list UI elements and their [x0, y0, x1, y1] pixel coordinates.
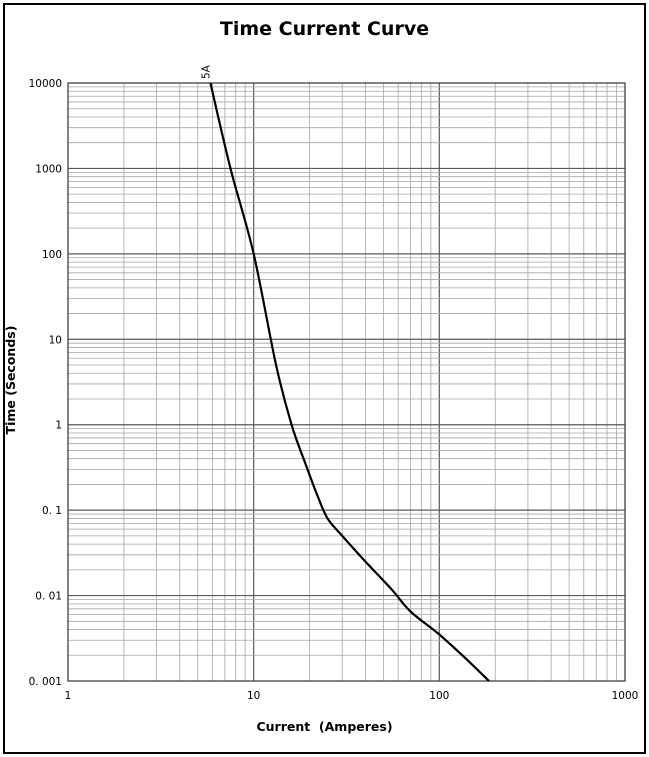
y-tick-label: 1000: [35, 163, 62, 175]
y-tick-label: 100: [42, 249, 62, 261]
x-tick-label: 1000: [612, 690, 639, 702]
chart-axes: [67, 82, 626, 682]
chart-grid: [68, 83, 625, 681]
y-tick-label: 10000: [29, 78, 62, 90]
y-tick-label: 0. 1: [42, 505, 62, 517]
series-group: 5A: [200, 64, 490, 682]
y-tick-label: 10: [49, 334, 62, 346]
y-tick-label: 0. 001: [29, 676, 62, 688]
tick-labels: 1 10 100 1000 0. 001 0. 01 0. 1 1 10 100 1000 10000: [29, 78, 639, 702]
x-axis-label: Current (Amperes): [256, 719, 393, 734]
chart-title: Time Current Curve: [219, 18, 430, 40]
plot-border: [67, 82, 626, 682]
x-tick-label: 100: [429, 690, 449, 702]
y-tick-label: 1: [55, 420, 62, 432]
series-label: 5A: [200, 64, 212, 79]
series-line-5a: [209, 82, 490, 682]
x-tick-label: 1: [65, 690, 72, 702]
x-tick-label: 10: [247, 690, 260, 702]
chart-frame: [3, 3, 646, 754]
y-tick-label: 0. 01: [35, 591, 62, 603]
